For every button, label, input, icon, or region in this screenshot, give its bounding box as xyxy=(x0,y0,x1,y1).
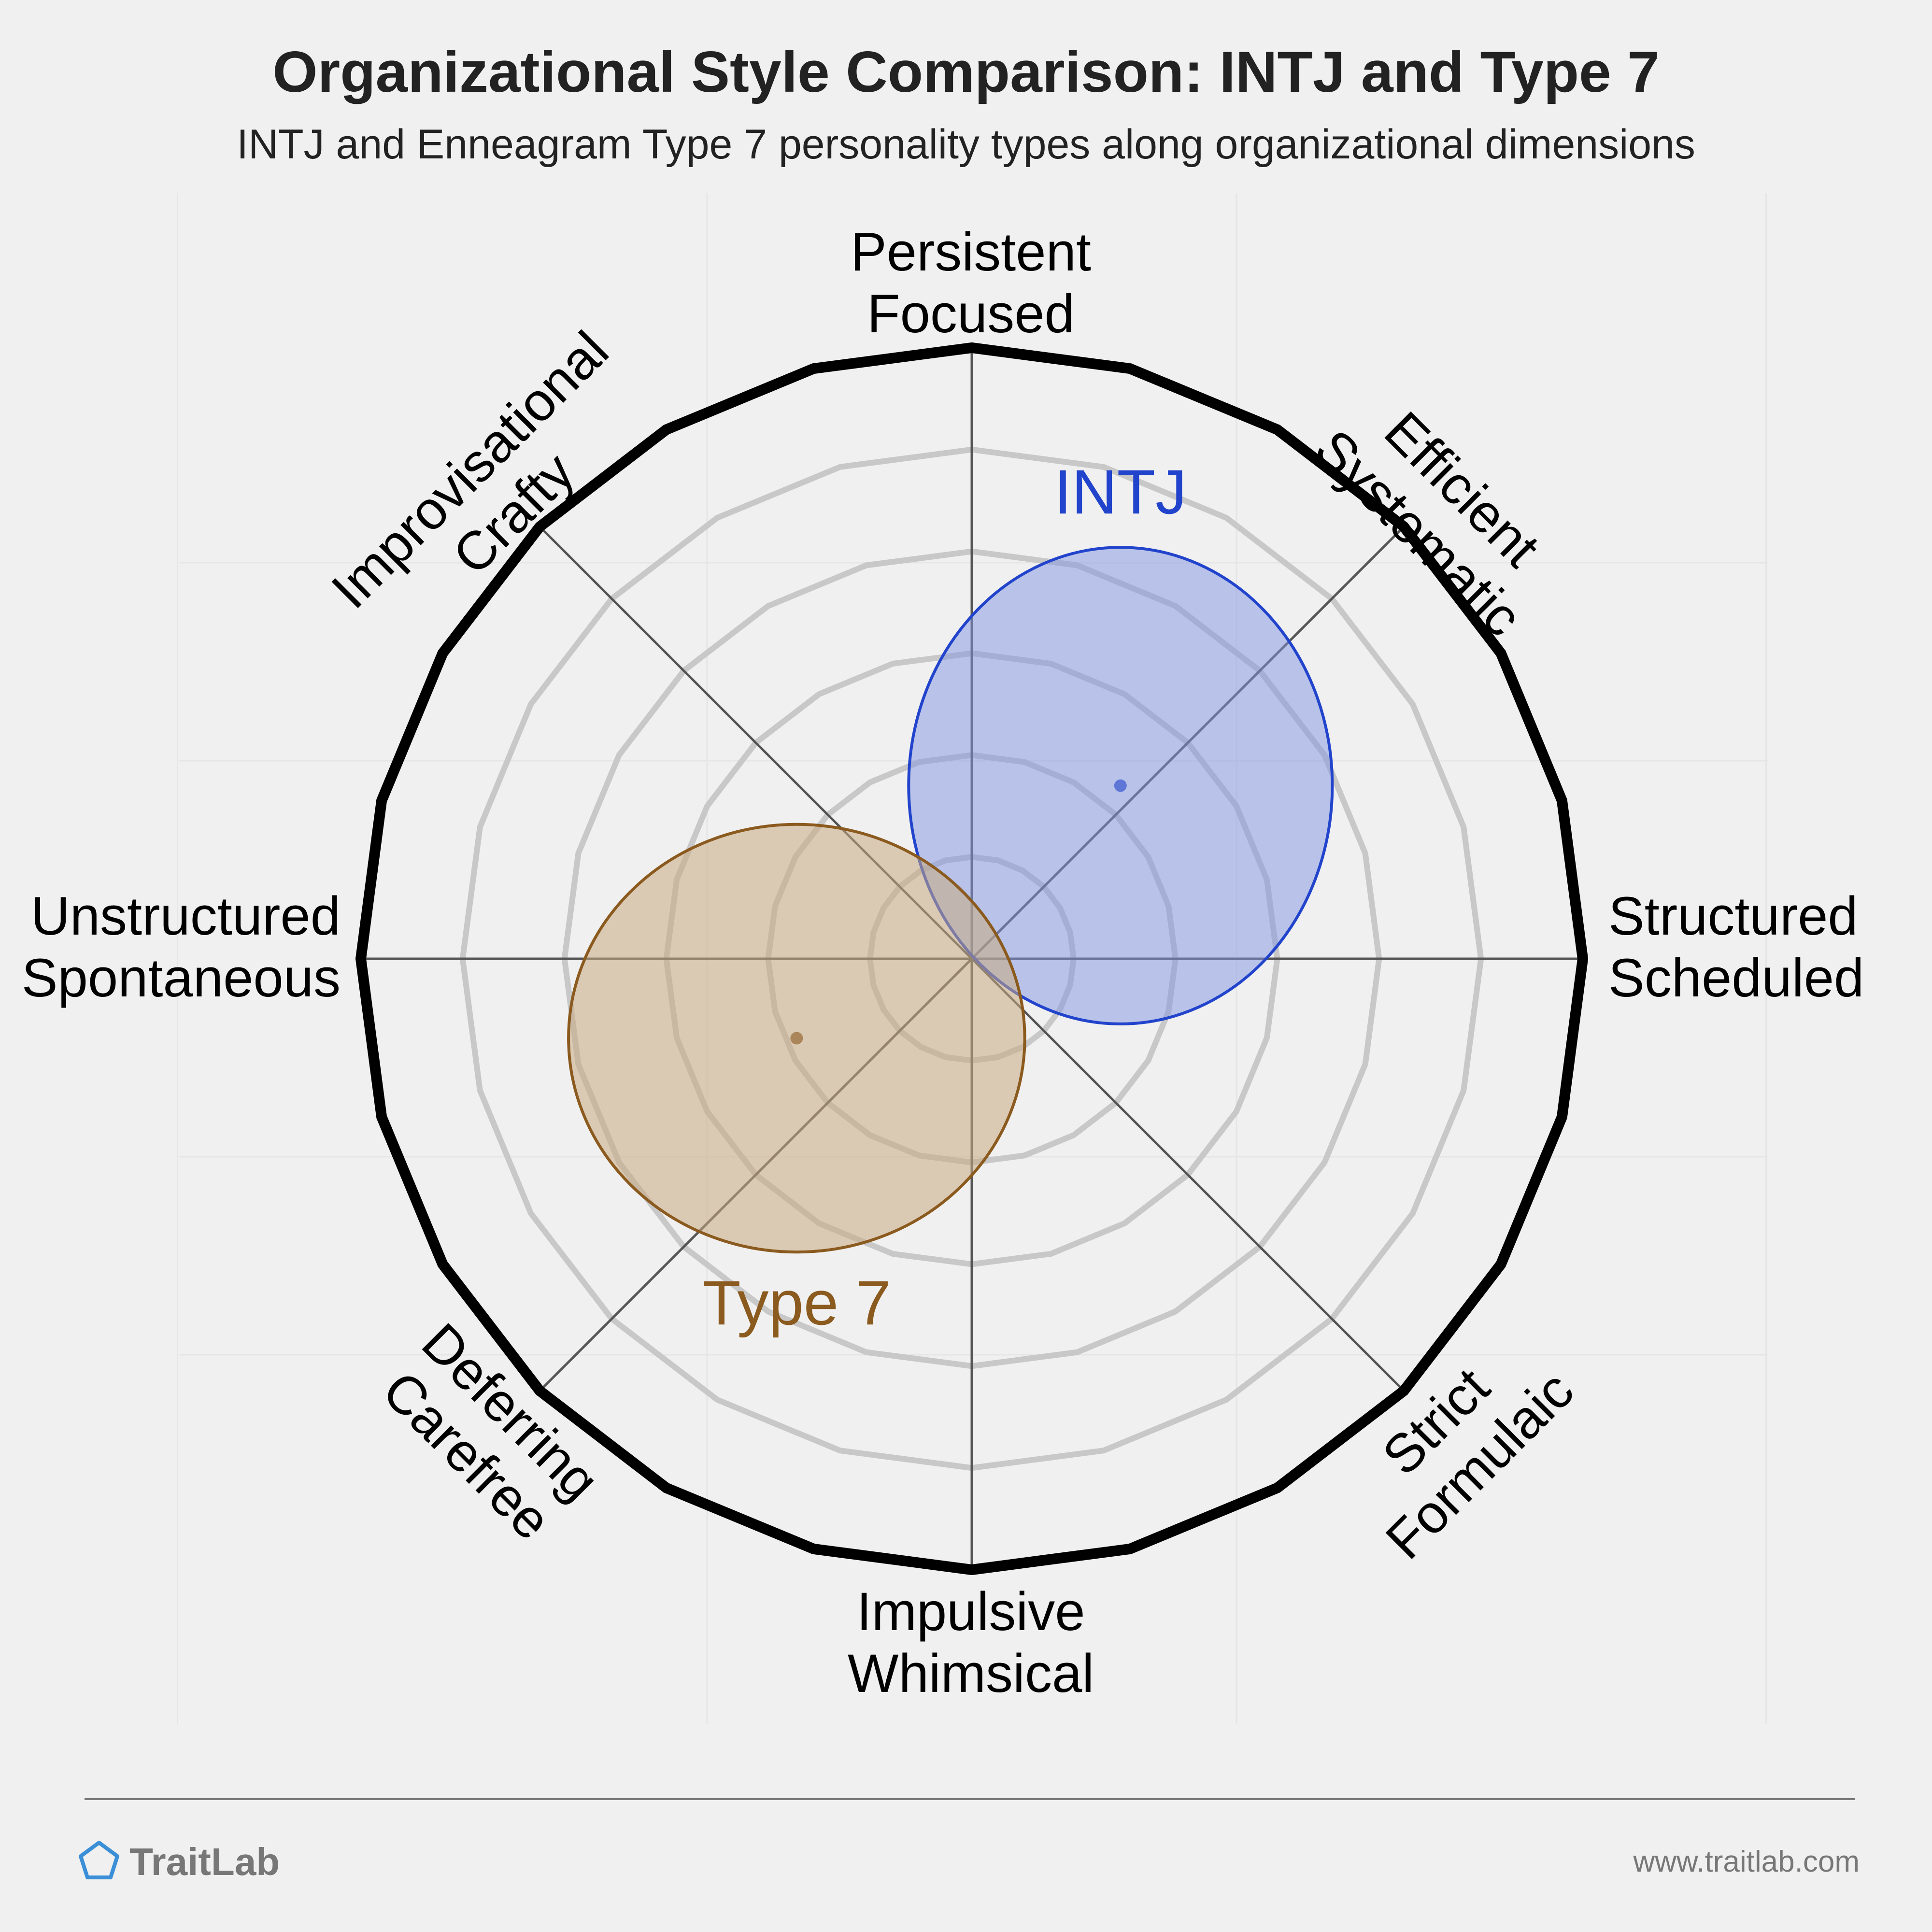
series-label: INTJ xyxy=(1054,456,1187,527)
pentagon-icon xyxy=(79,1841,119,1879)
axis-label: Impulsive Whimsical xyxy=(848,1581,1094,1704)
series-center-point xyxy=(790,1032,803,1045)
brand-name: TraitLab xyxy=(129,1840,280,1883)
axis-label-line: Whimsical xyxy=(848,1643,1094,1704)
axis-label-line: Unstructured xyxy=(31,886,341,946)
footer-url: www.traitlab.com xyxy=(1633,1845,1860,1878)
brand-logo: TraitLab xyxy=(79,1840,280,1883)
chart-title: Organizational Style Comparison: INTJ an… xyxy=(272,40,1660,104)
series-center-point xyxy=(1114,779,1127,792)
axis-label-line: Focused xyxy=(867,284,1075,344)
chart-subtitle: INTJ and Enneagram Type 7 personality ty… xyxy=(237,121,1695,168)
series-label: Type 7 xyxy=(702,1267,891,1338)
axis-label-line: Structured xyxy=(1608,886,1858,946)
axis-label-line: Scheduled xyxy=(1608,948,1864,1008)
axis-label-line: Persistent xyxy=(851,222,1091,282)
series-layer: INTJ Type 7 xyxy=(567,456,1334,1338)
axis-label: Unstructured Spontaneous xyxy=(22,886,341,1008)
axis-label-line: Impulsive xyxy=(856,1581,1085,1642)
axis-label: Persistent Focused xyxy=(851,222,1091,344)
outer-rim xyxy=(355,342,1589,1576)
axis-label-line: Spontaneous xyxy=(22,948,341,1008)
axis-label: Structured Scheduled xyxy=(1608,886,1864,1008)
